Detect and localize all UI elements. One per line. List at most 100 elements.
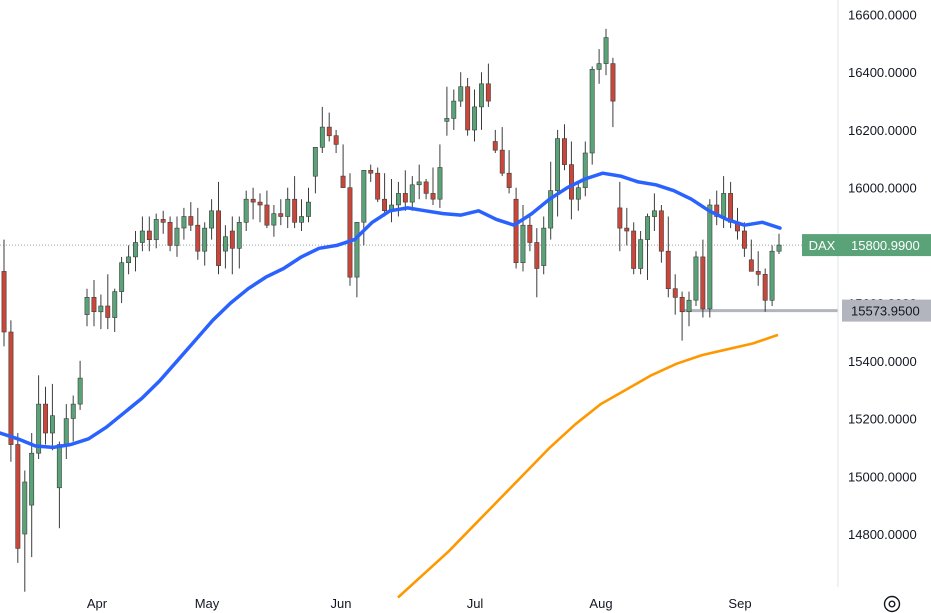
candle-body <box>216 210 221 266</box>
candle-body <box>271 213 277 226</box>
candle-body <box>257 201 263 206</box>
candle-body <box>755 271 761 275</box>
candle-body <box>575 187 581 200</box>
candle-body <box>43 403 49 434</box>
candle-body <box>112 291 118 318</box>
candle-body <box>444 118 450 122</box>
candle-body <box>319 126 325 148</box>
candle-body <box>105 305 111 318</box>
candle-body <box>299 216 304 223</box>
candle-body <box>347 187 353 278</box>
candle-body <box>56 444 62 489</box>
candle-body <box>91 296 97 312</box>
candle-body <box>437 167 443 200</box>
time-axis: Apr May Jun Jul Aug Sep <box>87 596 752 611</box>
candle-body <box>133 242 138 258</box>
candle-body <box>382 198 387 211</box>
last-price-tag-bg <box>842 234 931 257</box>
candle-body <box>638 239 644 269</box>
candle-body <box>527 224 533 243</box>
candle-body <box>1 271 7 333</box>
candle-body <box>243 198 249 223</box>
y-tick-label: 16200.0000 <box>848 123 917 138</box>
price-tags: DAX 15800.9900 15573.9500 <box>802 234 931 322</box>
support-tag-bg <box>842 299 931 322</box>
candle-body <box>534 242 540 269</box>
settings-icon[interactable] <box>883 595 901 613</box>
candle-body <box>721 193 727 217</box>
candle-body <box>305 201 311 217</box>
candle-body <box>693 256 699 301</box>
candle-body <box>672 288 678 298</box>
candle-body <box>49 415 55 434</box>
candle-body <box>603 37 609 64</box>
support-line <box>0 244 838 313</box>
candle-body <box>368 170 374 174</box>
slow-moving-average <box>397 333 779 599</box>
candle-body <box>506 172 512 188</box>
candlesticks <box>1 28 782 592</box>
candle-body <box>714 204 720 217</box>
candle-body <box>679 296 685 312</box>
candle-body <box>520 224 526 263</box>
candle-body <box>541 227 547 266</box>
candle-body <box>589 69 595 154</box>
candle-body <box>98 305 104 313</box>
candle-body <box>139 230 145 243</box>
candle-body <box>333 135 339 145</box>
candle-body <box>499 149 505 174</box>
y-tick-label: 16400.0000 <box>848 65 917 80</box>
x-tick-label: Apr <box>87 596 108 611</box>
candle-body <box>568 164 574 200</box>
candle-body <box>707 204 713 310</box>
candle-body <box>741 230 747 249</box>
candle-body <box>776 244 782 252</box>
fast-ma-line <box>0 171 782 450</box>
x-tick-label: Jun <box>331 596 352 611</box>
candle-body <box>285 198 291 217</box>
candle-body <box>264 204 270 226</box>
candle-body <box>561 138 567 165</box>
candle-body <box>188 216 194 226</box>
last-price-tag-label: 15800.9900 <box>851 238 920 253</box>
candle-body <box>686 299 692 313</box>
candle-body <box>223 236 228 252</box>
candle-body <box>458 86 464 102</box>
candle-body <box>174 227 180 246</box>
candle-body <box>651 210 657 217</box>
candle-body <box>748 259 754 272</box>
candle-body <box>395 193 401 206</box>
candle-body <box>292 198 298 223</box>
candle-body <box>582 152 588 188</box>
candle-body <box>430 193 436 200</box>
candle-body <box>119 262 125 292</box>
candle-body <box>465 86 471 131</box>
x-tick-label: May <box>195 596 220 611</box>
candle-body <box>409 184 415 203</box>
candle-body <box>153 219 159 240</box>
candle-body <box>762 273 768 301</box>
candle-body <box>70 403 76 419</box>
candle-body <box>340 175 346 188</box>
y-tick-label: 14800.0000 <box>848 527 917 542</box>
symbol-tag-bg <box>802 234 842 257</box>
candle-body <box>29 452 35 506</box>
candle-body <box>202 227 208 252</box>
candle-body <box>513 198 519 263</box>
candle-body <box>645 216 651 240</box>
candle-body <box>402 193 408 203</box>
candle-body <box>375 172 381 200</box>
candle-body <box>84 296 90 315</box>
candle-body <box>8 331 14 445</box>
candle-body <box>700 256 706 310</box>
y-tick-label: 16000.0000 <box>848 181 917 196</box>
candle-body <box>631 230 637 269</box>
candle-body <box>361 170 367 223</box>
y-tick-label: 15000.0000 <box>848 469 917 484</box>
candle-body <box>451 100 457 119</box>
candle-body <box>195 224 201 252</box>
x-tick-label: Sep <box>728 596 751 611</box>
fast-moving-average <box>0 171 782 450</box>
candle-body <box>77 377 83 405</box>
